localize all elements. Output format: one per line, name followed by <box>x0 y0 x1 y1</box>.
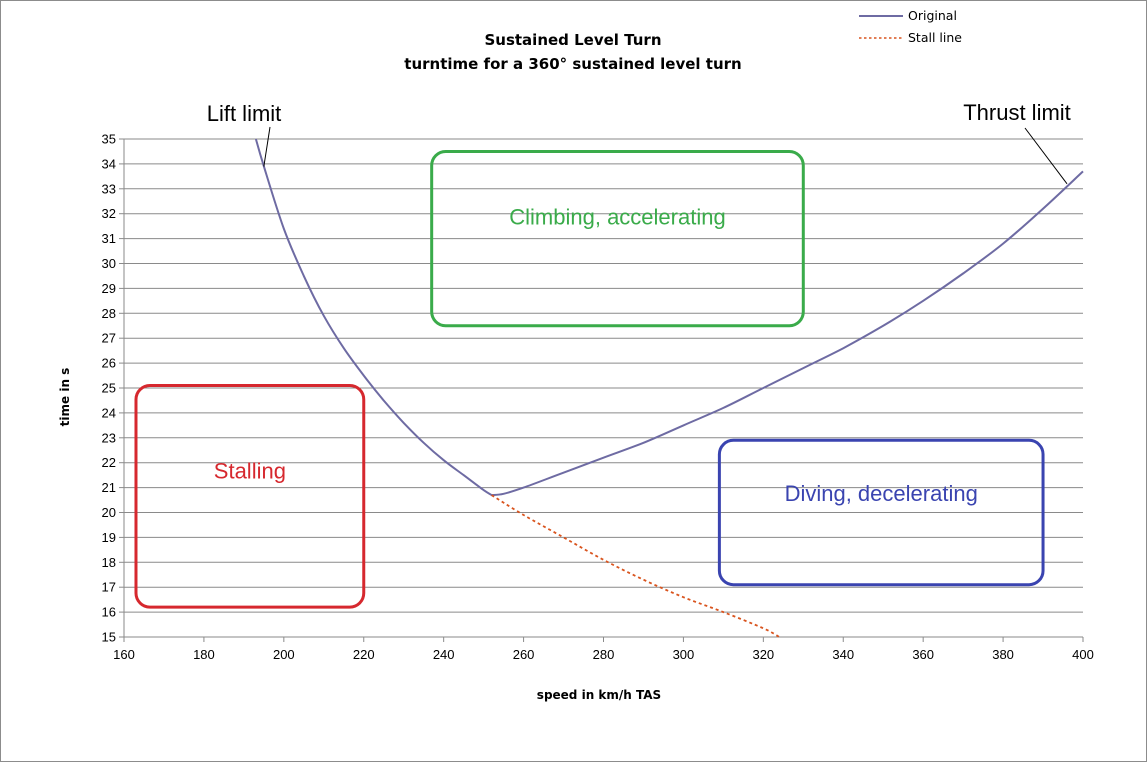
y-tick-labels: 15 16 17 18 19 20 21 22 23 24 25 26 27 28 29 30 31 32 33 34… <box>102 132 116 645</box>
x-tick-label-280: 280 <box>593 647 615 662</box>
region-box-stalling <box>134 384 366 609</box>
y-tick-label-34: 34 <box>102 156 116 171</box>
x-tick-label-360: 360 <box>912 647 934 662</box>
y-tick-label-25: 25 <box>102 381 116 396</box>
x-tick-label-200: 200 <box>273 647 295 662</box>
regions: Climbing, accelerating Stalling Diving, de… <box>134 149 1045 609</box>
gridlines <box>124 138 1083 613</box>
series <box>254 138 1084 638</box>
series-line-stall-line <box>491 494 780 638</box>
annotation-leader-lift-limit <box>263 126 271 167</box>
y-tick-label-27: 27 <box>102 331 116 346</box>
y-tick-label-35: 35 <box>102 132 116 147</box>
x-tick-label-400: 400 <box>1072 647 1094 662</box>
y-tick-label-33: 33 <box>102 181 116 196</box>
x-tick-label-340: 340 <box>832 647 854 662</box>
y-tick-label-29: 29 <box>102 281 116 296</box>
y-tick-label-26: 26 <box>102 356 116 371</box>
x-tick-label-300: 300 <box>673 647 695 662</box>
y-tick-label-18: 18 <box>102 555 116 570</box>
y-tick-label-32: 32 <box>102 206 116 221</box>
y-tick-label-22: 22 <box>102 455 116 470</box>
annotation-label-thrust-limit: Thrust limit <box>963 100 1071 125</box>
region-label-diving-decelerating: Diving, decelerating <box>785 481 978 506</box>
region-label-stalling: Stalling <box>214 459 286 484</box>
x-tick-label-240: 240 <box>433 647 455 662</box>
y-tick-label-15: 15 <box>102 630 116 645</box>
x-tick-label-180: 180 <box>193 647 215 662</box>
y-tick-label-19: 19 <box>102 530 116 545</box>
annotations: Lift limit Thrust limit <box>207 100 1071 185</box>
legend-label-stall: Stall line <box>908 30 962 45</box>
legend-label-original: Original <box>908 8 957 23</box>
y-tick-label-20: 20 <box>102 505 116 520</box>
x-tick-label-220: 220 <box>353 647 375 662</box>
y-tick-label-30: 30 <box>102 256 116 271</box>
x-tick-label-260: 260 <box>513 647 535 662</box>
y-tick-label-17: 17 <box>102 580 116 595</box>
legend: Original Stall line <box>859 8 962 45</box>
x-tick-label-160: 160 <box>113 647 135 662</box>
y-tick-label-16: 16 <box>102 605 116 620</box>
y-tick-label-28: 28 <box>102 306 116 321</box>
chart-title: Sustained Level Turn <box>484 31 661 49</box>
region-label-climbing-accelerating: Climbing, accelerating <box>509 205 725 230</box>
y-axis-title: time in s <box>58 368 72 427</box>
region-box-diving-decelerating <box>717 438 1045 587</box>
y-tick-label-21: 21 <box>102 480 116 495</box>
axes <box>119 138 1084 642</box>
series-line-original <box>254 138 1084 497</box>
y-tick-label-31: 31 <box>102 231 116 246</box>
x-tick-label-320: 320 <box>752 647 774 662</box>
y-tick-label-24: 24 <box>102 405 116 420</box>
annotation-label-lift-limit: Lift limit <box>207 101 282 126</box>
x-tick-label-380: 380 <box>992 647 1014 662</box>
y-tick-label-23: 23 <box>102 430 116 445</box>
x-axis-title: speed in km/h TAS <box>537 688 661 702</box>
annotation-leader-thrust-limit <box>1024 127 1068 185</box>
chart-subtitle: turntime for a 360° sustained level turn <box>404 55 741 73</box>
x-tick-labels: 160 180 200 220 240 260 280 300 320 340 360 380 400 <box>113 647 1094 662</box>
region-box-climbing-accelerating <box>430 149 805 328</box>
